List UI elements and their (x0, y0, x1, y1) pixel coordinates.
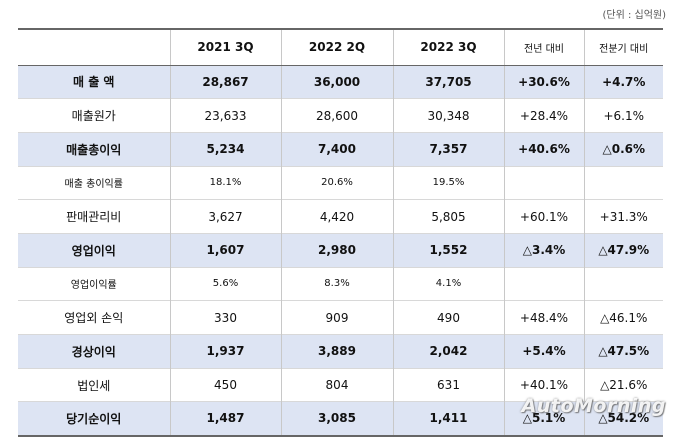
row-label: 영업이익 (71, 243, 116, 258)
value-qoq: △0.6% (583, 132, 663, 167)
header-label-col (18, 28, 170, 66)
value-2021-3q: 23,633 (169, 98, 281, 133)
header-row: 2021 3Q 2022 2Q 2022 3Q 전년 대비 전분기 대비 (18, 28, 663, 66)
value-yoy: +28.4% (503, 98, 584, 133)
value-2022-3q: 1,552 (392, 233, 504, 268)
value-qoq: +6.1% (583, 98, 663, 133)
value-2022-2q: 2,980 (280, 233, 393, 268)
table-row: 매출 총이익률 18.1% 20.6% 19.5% (18, 166, 663, 200)
value-yoy: +30.6% (503, 65, 584, 99)
value-yoy (503, 166, 584, 200)
value-qoq: △46.1% (583, 300, 663, 335)
watermark-logo: AutoMorning (521, 395, 666, 417)
row-label: 매 출 액 (73, 75, 115, 90)
value-qoq: △47.9% (583, 233, 663, 268)
header-2022-3q: 2022 3Q (392, 28, 504, 66)
table-row: 영업이익 1,607 2,980 1,552 △3.4% △47.9% (18, 233, 663, 268)
value-2022-3q: 5,805 (392, 199, 504, 234)
value-2022-2q: 28,600 (280, 98, 393, 133)
value-2021-3q: 450 (169, 368, 281, 402)
value-2022-2q: 909 (280, 300, 393, 335)
row-label: 매출총이익 (66, 142, 122, 157)
row-label: 법인세 (77, 378, 111, 393)
value-qoq (583, 267, 663, 301)
income-statement-table: 2021 3Q 2022 2Q 2022 3Q 전년 대비 전분기 대비 매 출… (18, 28, 663, 437)
value-2021-3q: 1,937 (169, 334, 281, 369)
value-qoq: +4.7% (583, 65, 663, 99)
value-2021-3q: 1,607 (169, 233, 281, 268)
value-2022-2q: 804 (280, 368, 393, 402)
value-qoq: +31.3% (583, 199, 663, 234)
row-label: 영업외 손익 (64, 311, 124, 326)
value-2022-3q: 490 (392, 300, 504, 335)
value-2021-3q: 18.1% (169, 166, 281, 200)
row-label: 경상이익 (71, 344, 116, 359)
table-row: 영업이익률 5.6% 8.3% 4.1% (18, 267, 663, 301)
value-2022-2q: 36,000 (280, 65, 393, 99)
value-2022-3q: 1,411 (392, 401, 504, 436)
value-2022-3q: 19.5% (392, 166, 504, 200)
value-2022-3q: 7,357 (392, 132, 504, 167)
value-2022-2q: 3,889 (280, 334, 393, 369)
value-2022-3q: 30,348 (392, 98, 504, 133)
header-qoq: 전분기 대비 (583, 28, 663, 66)
value-qoq (583, 166, 663, 200)
header-2022-2q: 2022 2Q (280, 28, 393, 66)
value-qoq: △47.5% (583, 334, 663, 369)
value-2022-3q: 2,042 (392, 334, 504, 369)
value-2021-3q: 1,487 (169, 401, 281, 436)
value-2022-3q: 631 (392, 368, 504, 402)
table-row: 매출총이익 5,234 7,400 7,357 +40.6% △0.6% (18, 132, 663, 167)
row-label: 판매관리비 (66, 210, 122, 225)
row-label: 영업이익률 (70, 280, 117, 292)
value-yoy: +40.1% (503, 368, 584, 402)
header-yoy: 전년 대비 (503, 28, 584, 66)
value-yoy: +60.1% (503, 199, 584, 234)
table-row: 매 출 액 28,867 36,000 37,705 +30.6% +4.7% (18, 65, 663, 99)
value-yoy: +5.4% (503, 334, 584, 369)
value-2022-2q: 4,420 (280, 199, 393, 234)
table-row: 판매관리비 3,627 4,420 5,805 +60.1% +31.3% (18, 199, 663, 234)
value-2022-2q: 3,085 (280, 401, 393, 436)
table-row: 법인세 450 804 631 +40.1% △21.6% (18, 368, 663, 402)
row-label: 당기순이익 (66, 411, 122, 426)
value-2021-3q: 5.6% (169, 267, 281, 301)
table-row: 영업외 손익 330 909 490 +48.4% △46.1% (18, 300, 663, 335)
table-row: 매출원가 23,633 28,600 30,348 +28.4% +6.1% (18, 98, 663, 133)
value-yoy: +40.6% (503, 132, 584, 167)
value-qoq: △21.6% (583, 368, 663, 402)
value-yoy: △3.4% (503, 233, 584, 268)
value-2021-3q: 330 (169, 300, 281, 335)
value-yoy (503, 267, 584, 301)
value-2021-3q: 5,234 (169, 132, 281, 167)
value-2021-3q: 3,627 (169, 199, 281, 234)
value-2022-2q: 7,400 (280, 132, 393, 167)
value-yoy: +48.4% (503, 300, 584, 335)
value-2021-3q: 28,867 (169, 65, 281, 99)
value-2022-3q: 4.1% (392, 267, 504, 301)
value-2022-2q: 8.3% (280, 267, 393, 301)
unit-label: (단위 : 십억원) (602, 10, 666, 21)
row-label: 매출원가 (71, 109, 116, 124)
value-2022-2q: 20.6% (280, 166, 393, 200)
table-row: 경상이익 1,937 3,889 2,042 +5.4% △47.5% (18, 334, 663, 369)
value-2022-3q: 37,705 (392, 65, 504, 99)
header-2021-3q: 2021 3Q (169, 28, 281, 66)
row-label: 매출 총이익률 (64, 179, 123, 191)
